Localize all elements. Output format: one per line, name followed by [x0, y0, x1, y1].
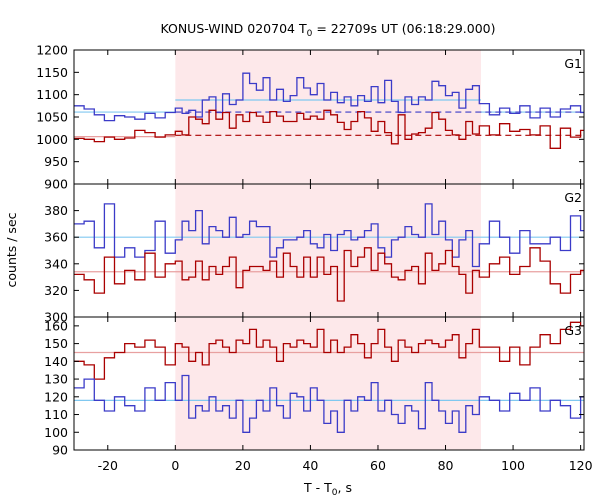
x-tick-label: 120 [569, 458, 593, 473]
series-blue-g1 [74, 72, 584, 122]
panel-g2: 300 320 340 360 380 G2 [44, 183, 585, 325]
x-tick-label: 40 [302, 458, 318, 473]
panel-frame [73, 316, 585, 451]
series-red-g1 [74, 109, 584, 149]
series-blue-g3 [74, 374, 584, 433]
xlabel-subscript: 0 [332, 488, 338, 498]
series-blue-g2 [74, 203, 584, 268]
y-tick-label: 140 [44, 354, 68, 369]
y-tick-label: 120 [44, 389, 68, 404]
xlabel-rest: , s [338, 480, 352, 495]
x-tick-label: 80 [438, 458, 454, 473]
y-tick-label: 360 [44, 230, 68, 245]
x-axis-label: T - T0, s [303, 480, 352, 498]
x-ticks: -20 0 20 40 60 80 100 120 [98, 458, 593, 473]
y-tick-label: 950 [44, 154, 68, 169]
y-tick-label: 380 [44, 203, 68, 218]
y-tick-label: 100 [44, 425, 68, 440]
y-tick-label: 160 [44, 318, 68, 333]
chart-title: KONUS-WIND 020704 T0 = 22709s UT (06:18:… [160, 21, 495, 39]
title-subscript: 0 [307, 29, 313, 39]
y-tick-label: 340 [44, 256, 68, 271]
highlight-interval [175, 50, 481, 450]
x-tick-label: -20 [98, 458, 118, 473]
x-tick-label: 20 [235, 458, 251, 473]
x-tick-label: 100 [501, 458, 525, 473]
panel-label: G2 [564, 190, 582, 205]
x-tick-label: 60 [370, 458, 386, 473]
y-tick-label: 300 [44, 310, 68, 325]
y-tick-label: 1050 [36, 110, 68, 125]
y-axis-label: counts / sec [4, 212, 19, 287]
series-red-g2 [74, 247, 584, 302]
panel-label: G1 [564, 56, 582, 71]
y-tick-label: 900 [44, 177, 68, 192]
panel-g3: 90 100 110 120 130 140 150 160 G3 [44, 316, 585, 458]
series-red-g3 [74, 321, 584, 380]
y-tick-label: 90 [52, 443, 68, 458]
y-tick-label: 1150 [36, 65, 68, 80]
y-tick-label: 1000 [36, 132, 68, 147]
panels: 900 950 1000 1050 1100 1150 1200 G1 300 320 340 360… [36, 43, 585, 458]
y-tick-label: 1100 [36, 87, 68, 102]
title-rest: = 22709s UT (06:18:29.000) [312, 21, 495, 36]
y-tick-label: 1200 [36, 43, 68, 58]
panel-g1: 900 950 1000 1050 1100 1150 1200 G1 [36, 43, 585, 192]
y-tick-label: 110 [44, 407, 68, 422]
y-tick-label: 130 [44, 372, 68, 387]
panel-label: G3 [564, 323, 582, 338]
y-tick-label: 320 [44, 283, 68, 298]
y-tick-label: 150 [44, 336, 68, 351]
x-tick-label: 0 [171, 458, 179, 473]
